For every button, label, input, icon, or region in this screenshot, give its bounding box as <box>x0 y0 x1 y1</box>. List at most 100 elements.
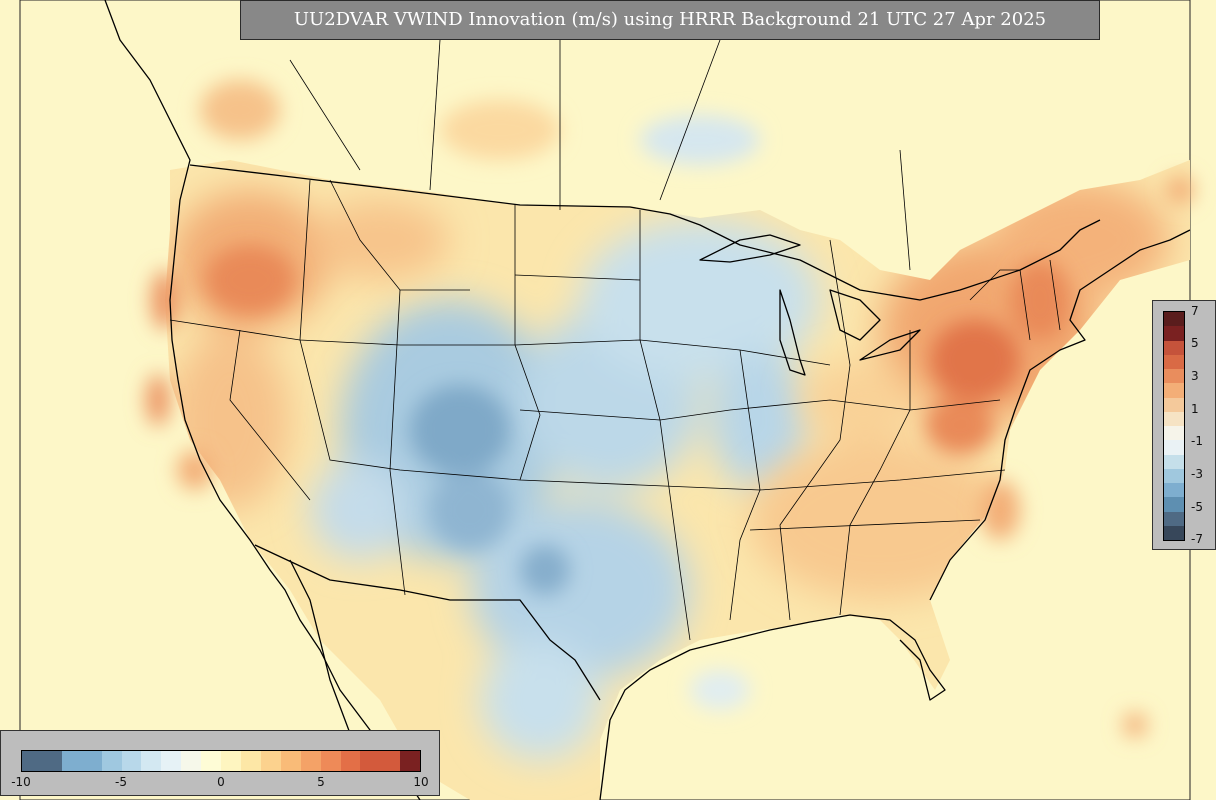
positive-coastal-socal <box>177 450 213 490</box>
colorbar-swatch <box>340 751 361 771</box>
east-coastline <box>929 229 1191 601</box>
colorbar-swatch <box>1164 383 1184 398</box>
positive-offshore-bc <box>200 80 280 140</box>
positive-core-oregon <box>205 245 295 315</box>
colorbar-swatch <box>1164 426 1184 441</box>
colorbar-tick-label: 5 <box>1191 336 1199 350</box>
colorbar-swatch <box>1164 369 1184 384</box>
colorbar-swatch <box>1164 468 1184 483</box>
positive-region-southeast <box>750 440 1010 600</box>
colorbar-swatch <box>201 751 222 771</box>
colorbar-swatch <box>1164 340 1184 355</box>
colorbar-swatch <box>1164 440 1184 455</box>
colorbar-swatch <box>1164 525 1184 540</box>
positive-offshore-nova-scotia <box>1166 176 1194 204</box>
us-mexico-border <box>254 544 601 701</box>
innovation-field <box>146 80 1194 800</box>
negative-core-oklahoma <box>520 545 570 595</box>
border-line <box>969 269 1031 341</box>
great-lakes-huron <box>829 289 881 341</box>
colorbar-swatch <box>240 751 261 771</box>
border-line <box>329 179 470 291</box>
border-line <box>389 289 406 596</box>
colorbar-swatch <box>400 751 421 771</box>
horizontal-colorbar: -10 -5 0 5 10 <box>0 730 440 796</box>
positive-region-montana <box>310 200 450 280</box>
colorbar-swatch <box>1164 326 1184 341</box>
colorbar-strip <box>21 750 421 772</box>
colorbar-swatch <box>1164 411 1184 426</box>
positive-offshore-canada <box>440 100 560 160</box>
negative-region-texas <box>470 500 690 680</box>
great-lakes-erie <box>859 329 921 361</box>
negative-offshore-hudson <box>640 115 760 165</box>
colorbar-swatch <box>1164 454 1184 469</box>
border-line <box>514 274 641 281</box>
border-line <box>639 210 691 641</box>
colorbar-swatch <box>161 751 182 771</box>
border-line <box>1049 259 1061 331</box>
colorbar-swatch <box>1164 511 1184 526</box>
colorbar-swatch <box>320 751 341 771</box>
colorbar-tick-label: 7 <box>1191 304 1199 318</box>
border-line <box>229 329 311 501</box>
border-line <box>749 519 981 531</box>
colorbar-tick-label: -7 <box>1191 532 1203 546</box>
colorbar-tick-label: -5 <box>115 775 127 789</box>
positive-core-pennsylvania <box>930 320 1020 400</box>
border-line <box>899 149 911 271</box>
colorbar-tick-label: -10 <box>11 775 31 789</box>
positive-core-newyork <box>1010 260 1070 340</box>
colorbar-tick-label: -1 <box>1191 434 1203 448</box>
colorbar-tick-label: 1 <box>1191 402 1199 416</box>
colorbar-swatch <box>1164 483 1184 498</box>
border-line <box>779 239 851 621</box>
colorbar-swatch <box>1164 354 1184 369</box>
colorbar-swatch <box>380 751 401 771</box>
colorbar-swatch <box>280 751 301 771</box>
colorbar-swatch <box>41 751 62 771</box>
border-line <box>839 330 911 616</box>
state-borders <box>169 20 1061 641</box>
gulf-coastline <box>599 614 946 800</box>
positive-core-virginia <box>925 395 995 455</box>
colorbar-swatch <box>1164 397 1184 412</box>
colorbar-tick-label: 5 <box>317 775 325 789</box>
colorbar-swatch <box>22 751 42 771</box>
negative-core-newmexico <box>430 470 510 550</box>
border-line <box>429 39 441 191</box>
negative-region-illinois <box>710 350 810 490</box>
great-lakes-michigan <box>779 289 806 376</box>
colorbar-swatch <box>181 751 202 771</box>
negative-region-mexico <box>480 640 600 760</box>
west-coastline <box>104 0 421 800</box>
positive-offshore-gulf <box>1123 713 1147 737</box>
border-line <box>289 59 361 171</box>
negative-core-colorado <box>410 385 510 475</box>
positive-region-ohio <box>800 360 920 440</box>
colorbar-swatch <box>101 751 122 771</box>
border-line <box>659 39 721 201</box>
colorbar-swatch <box>221 751 241 771</box>
colorbar-swatch <box>121 751 142 771</box>
us-canada-border <box>189 164 1101 301</box>
border-line <box>519 399 1001 421</box>
colorbar-swatch <box>1164 312 1184 327</box>
great-lakes-superior <box>699 234 801 263</box>
colorbar-tick-label: -3 <box>1191 467 1203 481</box>
negative-region-great-basin <box>310 460 410 560</box>
baja-coastline <box>289 559 361 761</box>
colorbar-tick-label: 3 <box>1191 369 1199 383</box>
colorbar-swatch <box>260 751 281 771</box>
colorbar-swatch <box>81 751 102 771</box>
colorbar-tick-label: 0 <box>217 775 225 789</box>
colorbar-swatch <box>360 751 381 771</box>
map-boundaries <box>104 0 1191 800</box>
colorbar-swatch <box>61 751 82 771</box>
colorbar-swatch <box>300 751 321 771</box>
colorbar-tick-label: 10 <box>413 775 429 789</box>
colorbar-tick-label: -5 <box>1191 500 1203 514</box>
positive-coastal-california <box>146 374 170 426</box>
border-line <box>729 349 761 621</box>
